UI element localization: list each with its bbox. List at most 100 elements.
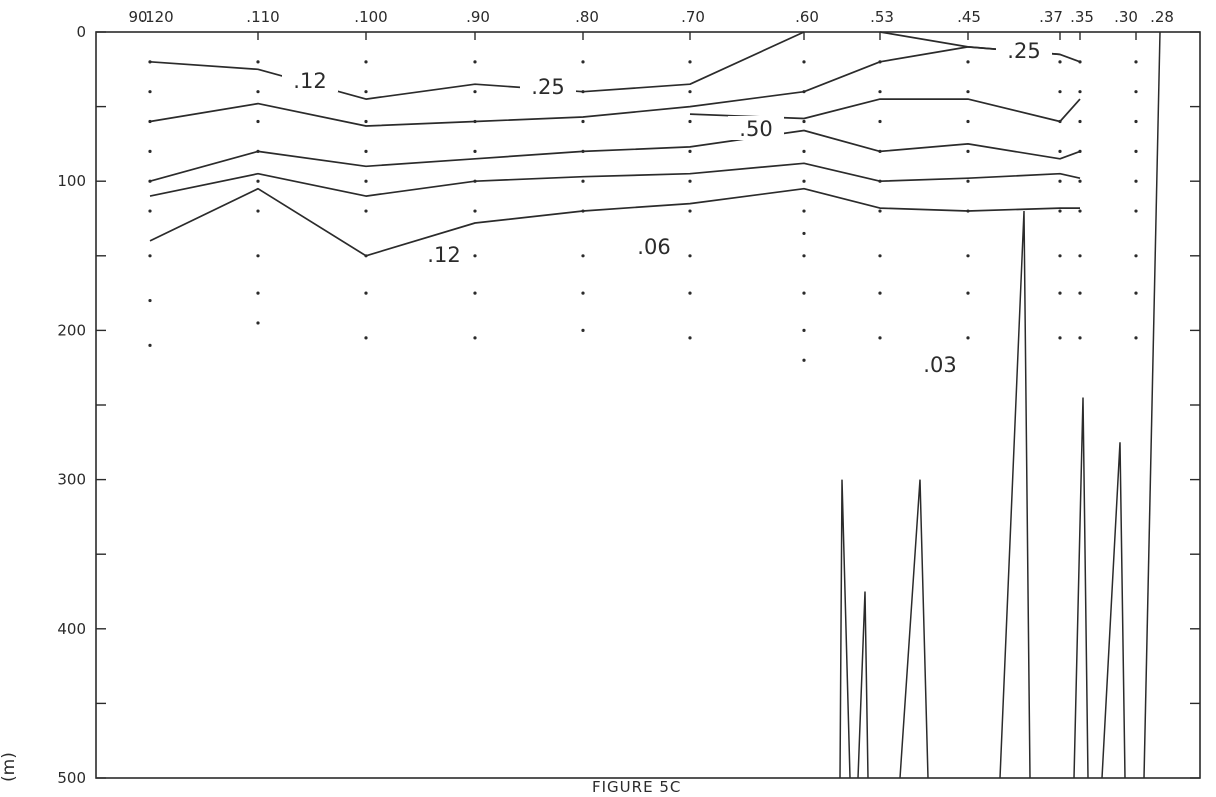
sample-dot: [878, 254, 882, 258]
sample-dot: [581, 291, 585, 295]
sample-dot: [148, 90, 152, 94]
y-tick-label: 400: [57, 620, 86, 638]
sample-dot: [148, 298, 152, 303]
sample-dot: [966, 291, 970, 295]
contour-label: .25: [1007, 39, 1040, 63]
sample-dot: [473, 90, 477, 94]
station-label: .70: [681, 8, 705, 26]
contour-label: .50: [739, 117, 772, 141]
sample-dot: [878, 336, 882, 340]
contour-label: .03: [923, 353, 956, 377]
sample-dot: [1134, 209, 1138, 213]
sample-dot: [473, 149, 477, 153]
sample-dot: [966, 90, 970, 94]
y-tick-label: 0: [76, 23, 86, 41]
sample-dot: [688, 209, 692, 213]
bottom-spike: [999, 210, 1031, 779]
sample-dot: [1078, 119, 1082, 124]
station-label: .35: [1070, 8, 1094, 26]
axes: 0 100 200 300 400 500: [57, 23, 1201, 787]
station-label: .80: [575, 8, 599, 26]
bottom-wall: [1143, 31, 1161, 779]
sample-dot: [256, 209, 260, 213]
sample-dot: [878, 90, 882, 94]
sample-dot: [966, 149, 970, 153]
sample-dot: [364, 149, 368, 153]
sample-dot: [256, 60, 260, 64]
sample-dot: [1078, 179, 1082, 183]
sample-dot: [581, 60, 585, 64]
sample-dot: [878, 209, 882, 213]
sample-dot: [802, 358, 806, 362]
sample-dot: [148, 343, 152, 347]
sample-dot: [256, 90, 260, 94]
y-tick-label: 500: [57, 769, 86, 787]
station-label: .90: [466, 8, 490, 26]
sample-dot: [1134, 60, 1138, 64]
sample-dot: [688, 179, 692, 183]
sample-dot: [802, 231, 806, 236]
station-label: .37: [1039, 8, 1063, 26]
contour-label: .12: [427, 243, 460, 267]
contour-label-bg: [626, 234, 682, 258]
sample-dot: [581, 328, 585, 332]
sample-dot: [364, 90, 368, 94]
sample-dot: [473, 291, 477, 295]
sample-dot: [802, 328, 806, 332]
sample-dot: [1058, 149, 1062, 153]
sample-dot: [688, 119, 692, 124]
sample-dot: [364, 179, 368, 183]
y-axis-unit: (m): [0, 752, 19, 782]
sample-dot: [1058, 254, 1062, 258]
contour-label: .25: [531, 75, 564, 99]
bottom-spike: [857, 591, 869, 779]
sample-dot: [364, 291, 368, 295]
sample-dot: [966, 254, 970, 258]
sample-dot: [256, 321, 260, 325]
sample-dot: [1078, 336, 1082, 340]
bottom-spike: [1073, 397, 1089, 779]
station-label: .120: [140, 8, 173, 26]
sample-dot: [1134, 119, 1138, 124]
bottom-profile: [839, 31, 1161, 779]
sample-dot: [802, 149, 806, 153]
sample-dot: [1134, 336, 1138, 340]
sample-dot: [688, 60, 692, 64]
contour-label-bg: [728, 116, 784, 140]
sample-dot: [802, 254, 806, 258]
sample-dot: [581, 254, 585, 258]
contour-line: [149, 187, 1080, 257]
sample-dot: [364, 60, 368, 64]
sample-dot: [1134, 179, 1138, 183]
plot-frame: [95, 31, 1201, 779]
sample-dots: [148, 60, 1138, 362]
station-label: .45: [957, 8, 981, 26]
sample-dot: [256, 254, 260, 258]
sample-dot: [688, 254, 692, 258]
station-label: 90: [128, 8, 147, 26]
contour-label-bg: [520, 74, 576, 98]
contour-line: [149, 129, 1081, 183]
y-tick-label: 200: [57, 321, 86, 339]
sample-dot: [364, 336, 368, 340]
contour-label-bg: [912, 352, 968, 376]
sample-dot: [364, 209, 368, 213]
sample-dot: [688, 90, 692, 94]
contour-line: [149, 31, 805, 100]
sample-dot: [148, 149, 152, 153]
sample-dot: [1134, 291, 1138, 295]
station-label: .28: [1150, 8, 1174, 26]
sample-dot: [966, 336, 970, 340]
sample-dot: [256, 291, 260, 295]
sample-dot: [802, 179, 806, 183]
sample-dot: [878, 119, 882, 124]
sample-dot: [802, 209, 806, 213]
sample-dot: [802, 291, 806, 295]
sample-dot: [1078, 254, 1082, 258]
contour-lines: [149, 31, 1081, 257]
station-label: .60: [795, 8, 819, 26]
sample-dot: [473, 336, 477, 340]
contour-label-bg: [996, 38, 1052, 62]
